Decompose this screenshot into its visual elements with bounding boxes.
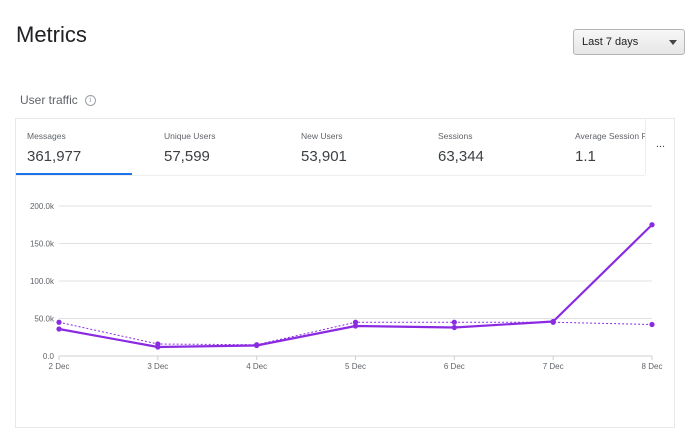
data-point-current	[352, 323, 359, 329]
tab-value: 361,977	[27, 148, 82, 165]
metrics-card: Messages 361,977 Unique Users 57,599 New…	[15, 118, 675, 428]
tab-label: Average Session Pe	[575, 131, 645, 141]
tab-messages[interactable]: Messages 361,977	[16, 119, 153, 175]
data-point-current	[649, 222, 655, 228]
y-tick-label: 200.0k	[30, 202, 55, 211]
tab-label: Messages	[27, 131, 66, 141]
x-tick-label: 7 Dec	[543, 362, 564, 371]
data-point-current	[56, 326, 62, 332]
data-point-previous	[649, 321, 655, 328]
data-point-previous	[155, 341, 161, 347]
tab-label: New Users	[301, 131, 343, 141]
more-options-button[interactable]: ...	[645, 119, 675, 175]
section-title-label: User traffic	[20, 93, 78, 107]
info-icon[interactable]: i	[84, 94, 96, 106]
y-tick-label: 100.0k	[30, 277, 55, 286]
tab-value: 53,901	[301, 148, 347, 165]
x-tick-label: 8 Dec	[642, 362, 663, 371]
chevron-down-icon	[669, 40, 677, 45]
data-point-previous	[254, 342, 260, 348]
y-tick-label: 50.0k	[34, 315, 55, 324]
data-point-previous	[56, 319, 62, 325]
data-point-previous	[451, 319, 457, 325]
tab-average-session[interactable]: Average Session Pe 1.1	[564, 119, 645, 175]
tab-new-users[interactable]: New Users 53,901	[290, 119, 427, 175]
x-tick-label: 5 Dec	[345, 362, 366, 371]
x-tick-label: 2 Dec	[49, 362, 70, 371]
tab-unique-users[interactable]: Unique Users 57,599	[153, 119, 290, 175]
metric-tabs: Messages 361,977 Unique Users 57,599 New…	[16, 119, 645, 176]
x-tick-label: 6 Dec	[444, 362, 465, 371]
page-title: Metrics	[16, 22, 87, 47]
section-title: User traffic i	[20, 93, 96, 107]
x-tick-label: 4 Dec	[246, 362, 267, 371]
data-point-previous	[550, 319, 556, 325]
data-point-previous	[352, 319, 359, 325]
y-tick-label: 150.0k	[30, 240, 55, 249]
tab-label: Sessions	[438, 131, 473, 141]
y-tick-label: 0.0	[43, 352, 55, 361]
tab-sessions[interactable]: Sessions 63,344	[427, 119, 564, 175]
more-horizontal-icon: ...	[655, 138, 666, 150]
tab-value: 1.1	[575, 148, 596, 165]
tab-label: Unique Users	[164, 131, 216, 141]
date-range-value: Last 7 days	[582, 36, 639, 48]
tab-value: 57,599	[164, 148, 210, 165]
date-range-select[interactable]: Last 7 days	[573, 29, 685, 55]
tab-value: 63,344	[438, 148, 484, 165]
data-point-current	[451, 324, 457, 331]
x-tick-label: 3 Dec	[147, 362, 168, 371]
